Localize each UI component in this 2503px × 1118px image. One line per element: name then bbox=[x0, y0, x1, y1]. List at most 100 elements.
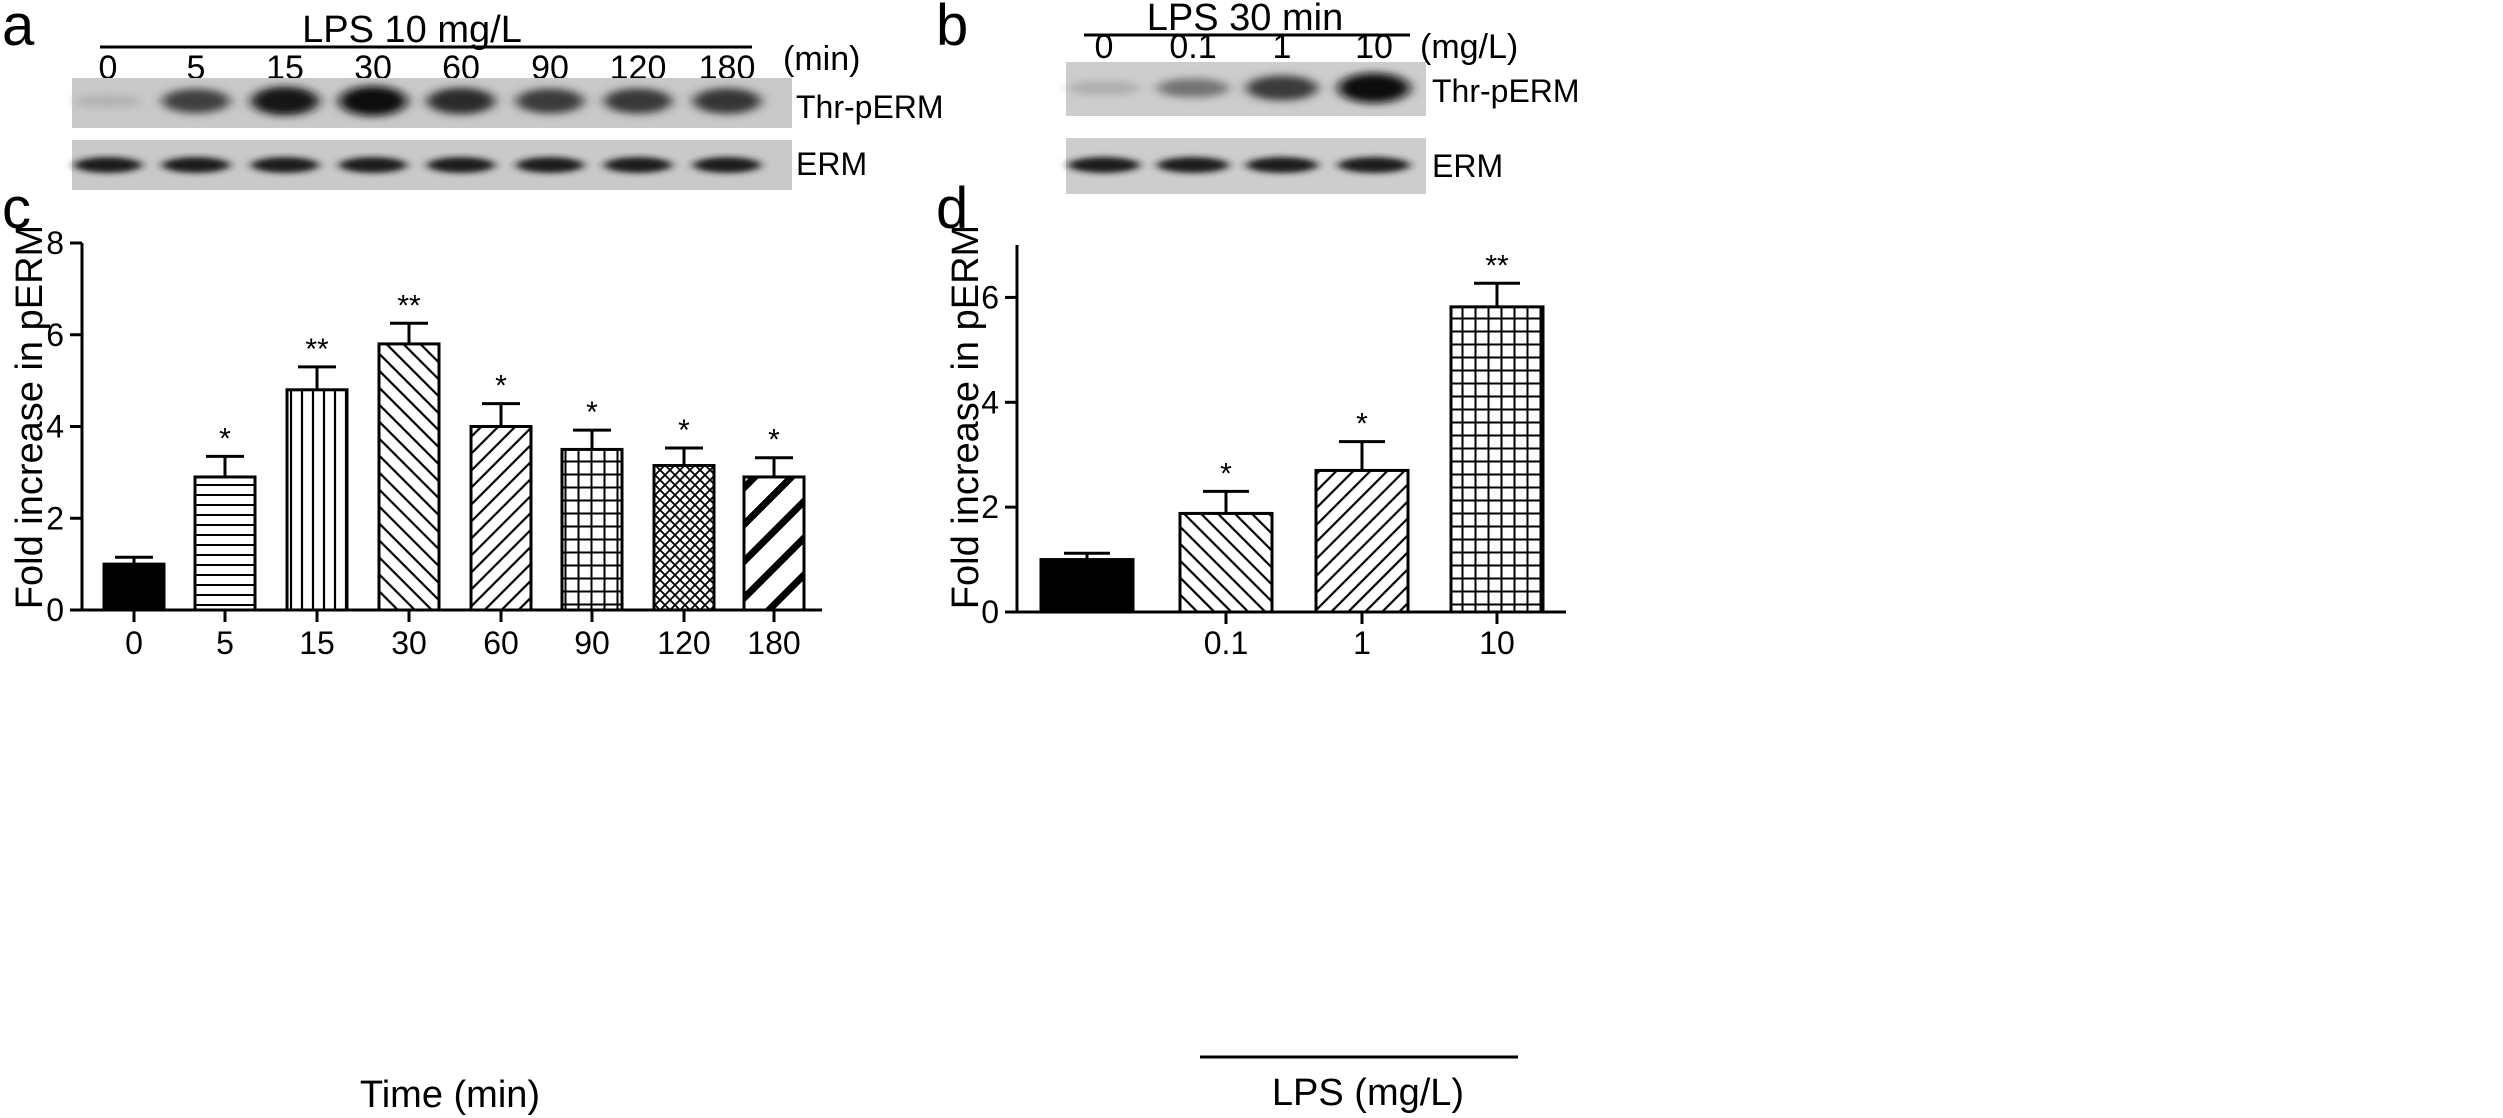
x-tick-label: 60 bbox=[483, 625, 519, 661]
significance-marker: * bbox=[768, 424, 780, 457]
a-lane-label: 0 bbox=[99, 49, 118, 87]
b-pERM-band bbox=[1068, 81, 1140, 95]
significance-marker: * bbox=[219, 422, 231, 455]
b-pERM-band bbox=[1157, 78, 1229, 98]
panel-c-x-axis-label: Time (min) bbox=[360, 1074, 540, 1116]
panel-b-pERM-label: Thr-pERM bbox=[1432, 73, 1580, 109]
panel-d-x-axis-label: LPS (mg/L) bbox=[1272, 1072, 1464, 1114]
panel-c-y-axis-label: Fold increase in pERM bbox=[9, 225, 51, 609]
b-lane-label: 1 bbox=[1273, 28, 1292, 66]
y-tick-label: 6 bbox=[46, 317, 64, 353]
panel-b-treatment-label: LPS 30 min bbox=[1147, 0, 1343, 39]
panel-b-ERM-bands bbox=[1068, 157, 1410, 173]
x-tick-label: 15 bbox=[299, 625, 335, 661]
significance-marker: ** bbox=[397, 289, 421, 322]
a-pERM-band bbox=[339, 86, 407, 116]
a-ERM-band bbox=[604, 157, 672, 173]
x-tick-label: 180 bbox=[747, 625, 800, 661]
y-tick-label: 4 bbox=[46, 409, 64, 445]
y-tick-label: 2 bbox=[981, 489, 999, 525]
b-lane-label: 0.1 bbox=[1169, 28, 1216, 66]
bar bbox=[1449, 305, 1545, 614]
panel-d-plot: 0 2 4 6 * 0.1 * 1 ** 10 bbox=[981, 245, 1566, 661]
b-ERM-band bbox=[1157, 157, 1229, 173]
panel-a-ERM-bands bbox=[74, 157, 761, 173]
a-pERM-band bbox=[604, 88, 672, 114]
x-tick-label: 5 bbox=[216, 625, 234, 661]
b-lane-label: 10 bbox=[1355, 28, 1393, 66]
b-pERM-band bbox=[1246, 75, 1318, 101]
bar bbox=[1039, 558, 1135, 614]
panel-b: b LPS 30 min (mg/L) 0 0.1 1 10 Thr-pERM ERM bbox=[936, 0, 1580, 194]
a-ERM-band bbox=[339, 157, 407, 173]
significance-marker: * bbox=[1220, 457, 1232, 490]
x-tick-label: 90 bbox=[574, 625, 610, 661]
significance-marker: * bbox=[1356, 408, 1368, 441]
a-pERM-band bbox=[516, 88, 584, 114]
b-ERM-band bbox=[1246, 157, 1318, 173]
a-ERM-band bbox=[693, 157, 761, 173]
bar bbox=[469, 425, 533, 612]
panel-d-y-axis-label: Fold increase in pERM bbox=[945, 225, 987, 609]
panel-b-lane-labels: 0 0.1 1 10 bbox=[1095, 28, 1393, 66]
a-pERM-band bbox=[162, 88, 230, 114]
a-pERM-band bbox=[74, 94, 142, 108]
bar bbox=[1314, 468, 1410, 614]
a-pERM-band bbox=[251, 86, 319, 116]
panel-b-ERM-label: ERM bbox=[1432, 148, 1503, 184]
bar bbox=[285, 388, 349, 612]
a-ERM-band bbox=[427, 157, 495, 173]
b-ERM-band bbox=[1068, 157, 1140, 173]
panel-a-letter: a bbox=[2, 0, 35, 58]
significance-marker: * bbox=[586, 396, 598, 429]
x-tick-label: 10 bbox=[1479, 625, 1515, 661]
panel-b-unit-label: (mg/L) bbox=[1420, 28, 1518, 66]
a-ERM-band bbox=[162, 157, 230, 173]
panel-a-pERM-label: Thr-pERM bbox=[796, 89, 944, 125]
b-pERM-band bbox=[1338, 73, 1410, 103]
panel-d-letter: d bbox=[936, 176, 968, 241]
x-tick-label: 1 bbox=[1353, 625, 1371, 661]
significance-marker: ** bbox=[305, 333, 329, 366]
significance-marker: * bbox=[678, 414, 690, 447]
panel-c-letter: c bbox=[2, 176, 31, 241]
a-lane-label: 5 bbox=[187, 49, 206, 87]
bar bbox=[560, 447, 624, 612]
y-tick-label: 4 bbox=[981, 384, 999, 420]
bar bbox=[652, 463, 716, 612]
panel-b-letter: b bbox=[936, 0, 968, 58]
a-ERM-band bbox=[516, 157, 584, 173]
panel-a-ERM-label: ERM bbox=[796, 146, 867, 182]
bar bbox=[193, 475, 257, 612]
x-tick-label: 0 bbox=[125, 625, 143, 661]
b-lane-label: 0 bbox=[1095, 28, 1114, 66]
panel-d: d Fold increase in pERM LPS (mg/L) 0 2 4 6 *… bbox=[936, 176, 1566, 1114]
panel-a: a LPS 10 mg/L (min) 0 5 15 30 60 90 120 180 Thr… bbox=[2, 0, 944, 190]
panel-a-unit-label: (min) bbox=[783, 40, 860, 78]
y-tick-label: 0 bbox=[46, 592, 64, 628]
x-tick-label: 30 bbox=[391, 625, 427, 661]
panel-b-pERM-bands bbox=[1068, 73, 1410, 103]
panel-a-pERM-bands bbox=[74, 86, 761, 116]
panel-c-plot: 0 2 4 6 8 0 * 5 ** 15 ** 30 * 60 * 90 * 120 * 180 bbox=[46, 225, 822, 661]
bar bbox=[1178, 511, 1274, 614]
a-ERM-band bbox=[74, 157, 142, 173]
bar bbox=[102, 562, 166, 612]
x-tick-label: 0.1 bbox=[1204, 625, 1248, 661]
y-tick-label: 2 bbox=[46, 500, 64, 536]
y-tick-label: 6 bbox=[981, 279, 999, 315]
significance-marker: * bbox=[495, 370, 507, 403]
x-tick-label: 120 bbox=[657, 625, 710, 661]
a-pERM-band bbox=[427, 87, 495, 115]
b-ERM-band bbox=[1338, 157, 1410, 173]
y-tick-label: 0 bbox=[981, 594, 999, 630]
panel-c: c Fold increase in pERM Time (min) 0 2 4 6 8… bbox=[2, 176, 822, 1116]
panel-a-treatment-label: LPS 10 mg/L bbox=[302, 9, 522, 51]
a-ERM-band bbox=[251, 157, 319, 173]
bar bbox=[377, 342, 441, 612]
significance-marker: ** bbox=[1485, 249, 1509, 282]
y-tick-label: 8 bbox=[46, 225, 64, 261]
bar bbox=[742, 475, 806, 612]
a-pERM-band bbox=[693, 88, 761, 114]
